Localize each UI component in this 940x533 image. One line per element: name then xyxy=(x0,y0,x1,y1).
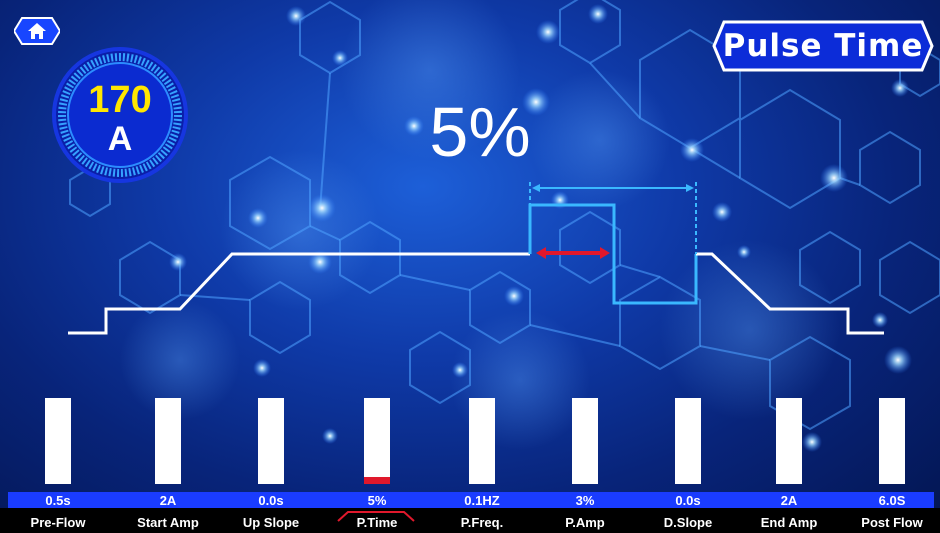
parameter-value: 2A xyxy=(780,493,798,508)
home-button[interactable] xyxy=(14,16,60,46)
label-bar xyxy=(0,508,940,533)
selected-value-display: 5% xyxy=(429,93,531,171)
parameter-slider[interactable] xyxy=(45,398,71,484)
parameter-value: 3% xyxy=(575,493,595,508)
parameter-slider[interactable] xyxy=(469,398,495,484)
parameter-value: 0.1HZ xyxy=(464,493,500,508)
parameter-slider[interactable] xyxy=(364,398,390,484)
parameter-slider[interactable] xyxy=(258,398,284,484)
current-value: 170 xyxy=(88,79,152,121)
parameter-tab[interactable]: D.Slope xyxy=(663,515,713,530)
waveform-tail-line xyxy=(696,252,884,335)
parameter-value: 0.5s xyxy=(45,493,71,508)
parameter-tab[interactable]: P.Amp xyxy=(565,515,605,530)
mode-title: Pulse Time xyxy=(722,28,924,64)
parameter-slider[interactable] xyxy=(572,398,598,484)
waveform-base-line xyxy=(68,252,530,335)
home-icon xyxy=(28,23,46,39)
parameter-tab[interactable]: P.Time xyxy=(356,515,398,530)
parameter-slider[interactable] xyxy=(675,398,701,484)
selected-tab-marker xyxy=(337,511,415,522)
parameter-tab[interactable]: Start Amp xyxy=(137,515,199,530)
mode-title-badge xyxy=(712,20,934,72)
parameter-slider[interactable] xyxy=(776,398,802,484)
parameter-value: 6.0S xyxy=(878,493,906,508)
parameter-tab[interactable]: Pre-Flow xyxy=(30,515,86,530)
parameter-slider[interactable] xyxy=(155,398,181,484)
parameter-value: 5% xyxy=(367,493,387,508)
parameter-slider[interactable] xyxy=(879,398,905,484)
parameter-tab[interactable]: End Amp xyxy=(760,515,818,530)
parameter-tab[interactable]: Post Flow xyxy=(861,515,923,530)
parameter-slider-fill xyxy=(364,477,390,484)
parameter-value: 2A xyxy=(159,493,177,508)
waveform-pulse-line xyxy=(528,203,698,305)
parameter-tab[interactable]: Up Slope xyxy=(242,515,300,530)
current-gauge xyxy=(52,47,188,183)
parameter-value: 0.0s xyxy=(258,493,284,508)
parameter-value: 0.0s xyxy=(675,493,701,508)
current-unit: A xyxy=(107,120,133,158)
value-bar xyxy=(8,492,934,508)
parameter-tab[interactable]: P.Freq. xyxy=(460,515,504,530)
